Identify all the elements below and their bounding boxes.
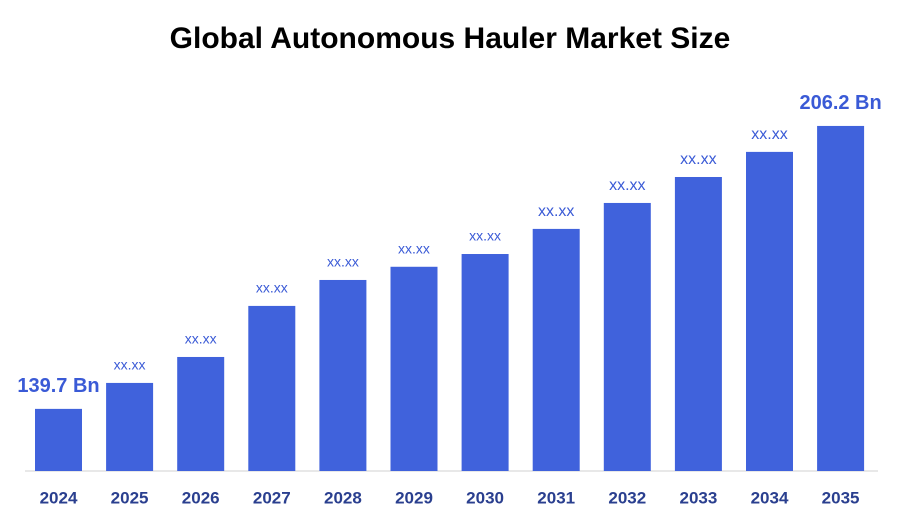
x-tick-label: 2026 [182,488,220,507]
bar [603,202,651,472]
value-label: 206.2 Bn [799,92,881,114]
value-label: xx.xx [538,203,574,220]
x-tick-label: 2027 [253,488,291,507]
value-label: xx.xx [256,280,288,296]
chart-title: Global Autonomous Hauler Market Size [170,22,731,55]
x-tick-label: 2034 [751,488,789,507]
x-tick-label: 2032 [608,488,646,507]
value-label: xx.xx [327,254,359,270]
x-tick-label: 2025 [111,488,149,507]
value-label: xx.xx [609,177,645,194]
bar [461,254,509,471]
value-label: xx.xx [469,228,501,244]
value-label: xx.xx [680,151,716,168]
bar [674,176,722,471]
bar [532,228,580,471]
value-label: 139.7 Bn [17,375,99,397]
bar [248,305,296,471]
value-label: xx.xx [185,331,217,347]
x-tick-label: 2029 [395,488,433,507]
x-tick-label: 2033 [679,488,717,507]
x-tick-label: 2030 [466,488,504,507]
x-tick-label: 2035 [822,488,860,507]
value-label: xx.xx [398,240,430,256]
bar [106,382,154,471]
x-tick-label: 2031 [537,488,575,507]
value-label: xx.xx [751,126,787,143]
bar [746,151,793,471]
bar [177,356,225,471]
value-label: xx.xx [114,357,146,373]
bar [390,266,438,471]
x-tick-label: 2028 [324,488,362,507]
bar [817,125,865,472]
bar [35,408,82,471]
bar [319,279,367,471]
x-tick-label: 2024 [40,488,78,507]
